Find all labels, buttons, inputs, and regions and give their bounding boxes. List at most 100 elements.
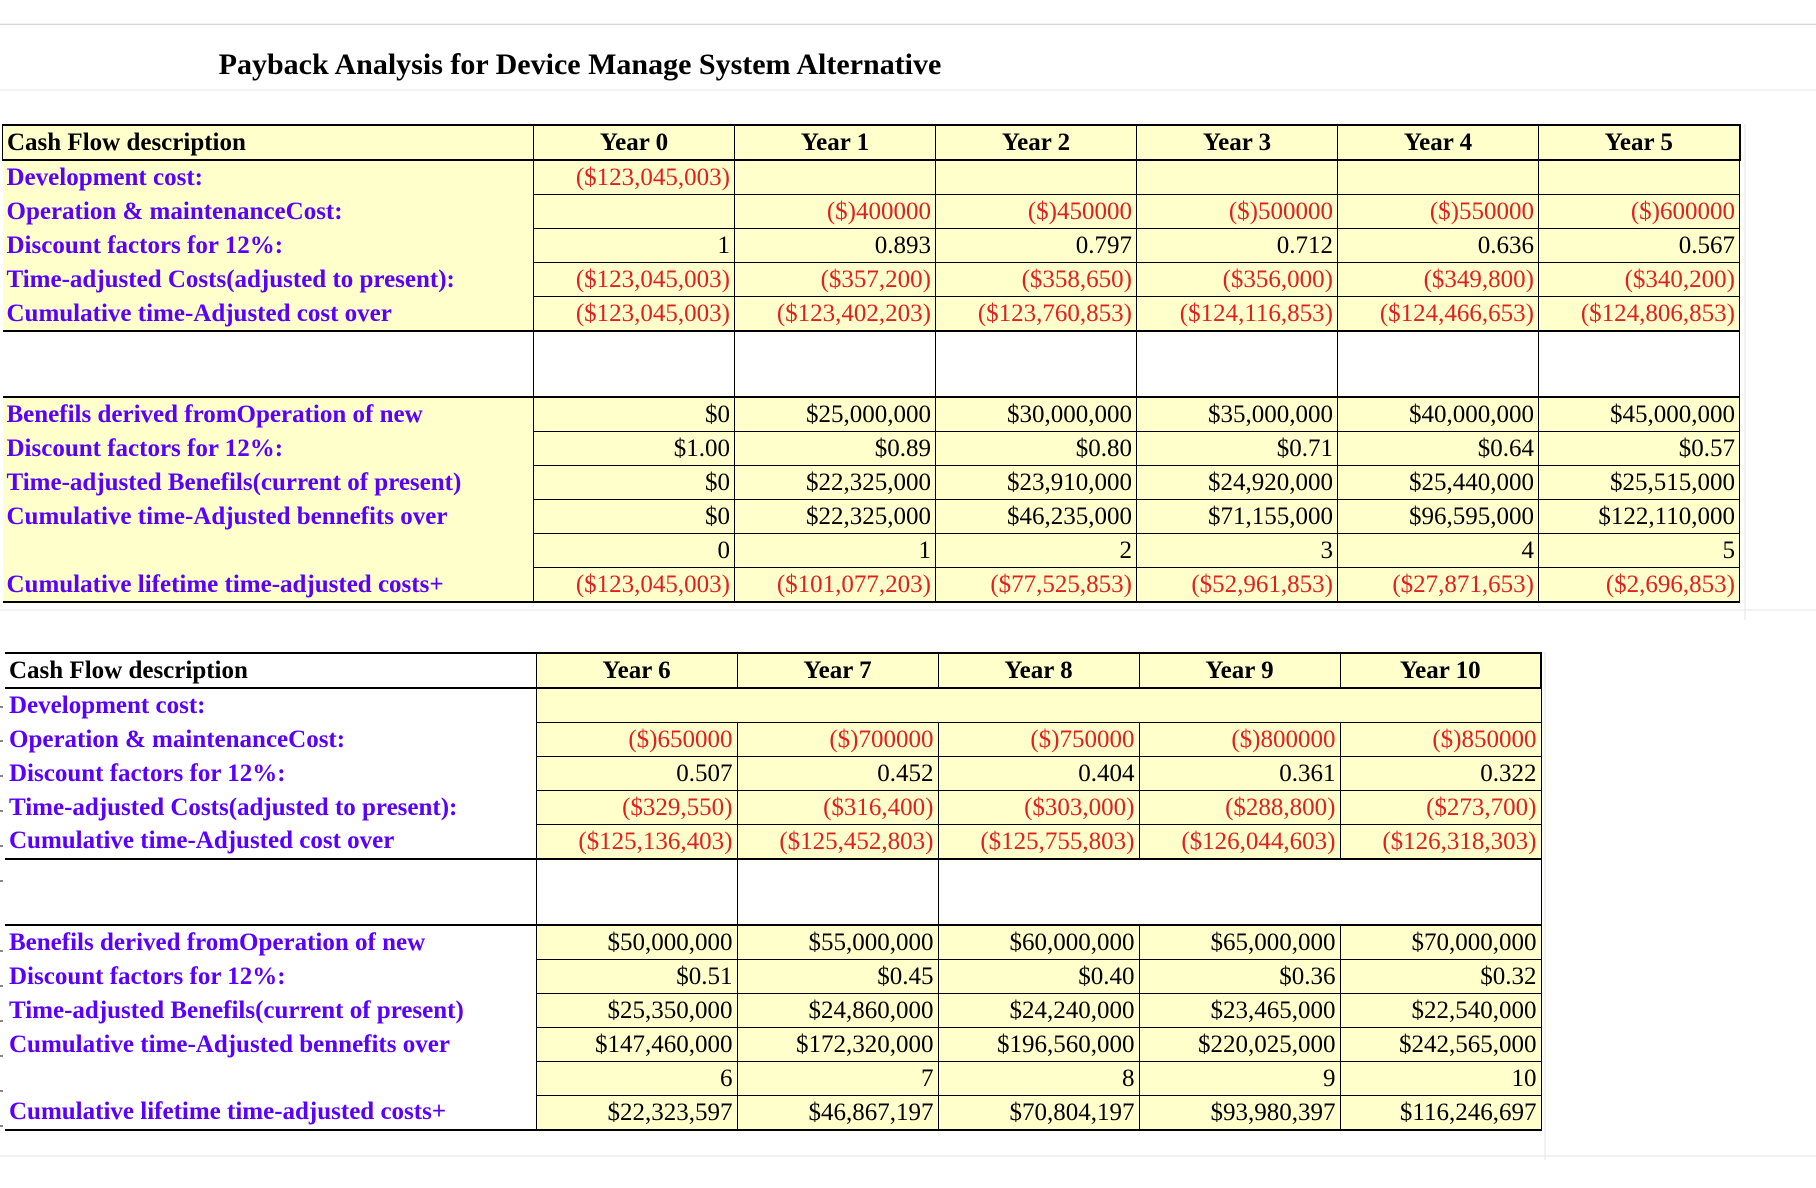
table-cell[interactable]: $40,000,000 <box>1337 396 1539 432</box>
table-cell[interactable]: ($101,077,203) <box>734 567 936 603</box>
table-cell[interactable]: $24,240,000 <box>937 992 1140 1028</box>
table-cell[interactable]: ($77,525,853) <box>935 567 1137 603</box>
table-cell[interactable]: $71,155,000 <box>1136 499 1338 534</box>
table-cell[interactable] <box>535 858 738 925</box>
table-cell[interactable]: 6 <box>535 1060 738 1096</box>
table-cell[interactable]: $0 <box>533 499 735 534</box>
table-cell[interactable] <box>1337 330 1539 398</box>
table-cell[interactable]: $25,000,000 <box>734 396 936 432</box>
table-cell[interactable]: ($288,800) <box>1138 789 1341 825</box>
table-cell[interactable]: $70,000,000 <box>1339 923 1542 960</box>
table-cell[interactable]: ($)850000 <box>1339 721 1542 757</box>
table-cell[interactable]: ($356,000) <box>1136 262 1338 297</box>
table-cell[interactable]: $65,000,000 <box>1138 923 1341 960</box>
table-cell[interactable] <box>1139 858 1340 925</box>
table-cell[interactable]: $22,323,597 <box>535 1094 738 1131</box>
table-cell[interactable] <box>1340 858 1542 925</box>
table-cell[interactable]: $0.71 <box>1136 431 1338 466</box>
table-cell[interactable]: ($125,136,403) <box>535 823 738 860</box>
table-cell[interactable]: $0.80 <box>935 431 1137 466</box>
table-cell[interactable]: ($)600000 <box>1538 194 1740 229</box>
table-cell[interactable] <box>935 159 1137 195</box>
table-cell[interactable]: $196,560,000 <box>937 1026 1140 1062</box>
table-cell[interactable]: ($123,045,003) <box>533 296 735 332</box>
table-cell[interactable]: 1 <box>533 228 735 263</box>
table-cell[interactable]: $22,325,000 <box>734 499 936 534</box>
table-cell[interactable]: ($124,466,653) <box>1337 296 1539 332</box>
table-cell[interactable]: $220,025,000 <box>1138 1026 1341 1062</box>
table-cell[interactable]: $22,540,000 <box>1339 992 1542 1028</box>
table-cell[interactable]: 0.636 <box>1337 228 1539 263</box>
table-cell[interactable] <box>533 330 735 398</box>
table-cell[interactable]: $50,000,000 <box>535 923 738 960</box>
table-cell[interactable]: ($)800000 <box>1138 721 1341 757</box>
table-cell[interactable]: $22,325,000 <box>734 465 936 500</box>
table-cell[interactable]: $242,565,000 <box>1339 1026 1542 1062</box>
table-cell[interactable]: $122,110,000 <box>1538 499 1740 534</box>
table-cell[interactable]: ($125,755,803) <box>937 823 1140 860</box>
table-cell[interactable]: $0.40 <box>937 958 1140 994</box>
table-cell[interactable]: $25,515,000 <box>1538 465 1740 500</box>
table-cell[interactable] <box>1340 687 1542 723</box>
table-cell[interactable]: $0.64 <box>1337 431 1539 466</box>
table-cell[interactable]: 10 <box>1339 1060 1542 1096</box>
table-cell[interactable]: 0.507 <box>535 755 738 791</box>
table-cell[interactable]: 2 <box>935 533 1137 568</box>
table-cell[interactable] <box>737 687 938 723</box>
table-cell[interactable]: $0.51 <box>535 958 738 994</box>
table-cell[interactable] <box>1136 159 1338 195</box>
table-cell[interactable]: ($358,650) <box>935 262 1137 297</box>
table-cell[interactable]: 0.452 <box>736 755 939 791</box>
table-cell[interactable]: $55,000,000 <box>736 923 939 960</box>
table-cell[interactable]: 3 <box>1136 533 1338 568</box>
table-cell[interactable]: ($52,961,853) <box>1136 567 1338 603</box>
table-cell[interactable]: ($273,700) <box>1339 789 1542 825</box>
table-cell[interactable]: ($)400000 <box>734 194 936 229</box>
table-cell[interactable] <box>535 687 737 723</box>
table-cell[interactable]: ($126,318,303) <box>1339 823 1542 860</box>
table-cell[interactable]: 9 <box>1138 1060 1341 1096</box>
table-cell[interactable]: ($125,452,803) <box>736 823 939 860</box>
table-cell[interactable]: 0.567 <box>1538 228 1740 263</box>
table-cell[interactable]: ($357,200) <box>734 262 936 297</box>
table-cell[interactable]: $172,320,000 <box>736 1026 939 1062</box>
table-cell[interactable]: $96,595,000 <box>1337 499 1539 534</box>
table-cell[interactable] <box>734 330 936 398</box>
table-cell[interactable]: ($126,044,603) <box>1138 823 1341 860</box>
table-cell[interactable]: $0.36 <box>1138 958 1341 994</box>
table-cell[interactable]: $46,867,197 <box>736 1094 939 1131</box>
table-cell[interactable] <box>1538 159 1740 195</box>
table-cell[interactable]: $116,246,697 <box>1339 1094 1542 1131</box>
table-cell[interactable] <box>1139 687 1340 723</box>
table-cell[interactable]: 8 <box>937 1060 1140 1096</box>
table-cell[interactable] <box>533 194 735 229</box>
table-cell[interactable]: 5 <box>1538 533 1740 568</box>
table-cell[interactable] <box>1337 159 1539 195</box>
table-cell[interactable] <box>1136 330 1338 398</box>
table-cell[interactable]: $24,860,000 <box>736 992 939 1028</box>
table-cell[interactable]: ($)500000 <box>1136 194 1338 229</box>
table-cell[interactable]: 0.361 <box>1138 755 1341 791</box>
table-cell[interactable]: $25,440,000 <box>1337 465 1539 500</box>
table-cell[interactable]: 0.712 <box>1136 228 1338 263</box>
table-cell[interactable]: $60,000,000 <box>937 923 1140 960</box>
table-cell[interactable] <box>1538 330 1740 398</box>
table-cell[interactable] <box>938 687 1139 723</box>
table-cell[interactable]: $35,000,000 <box>1136 396 1338 432</box>
table-cell[interactable]: ($123,045,003) <box>533 262 735 297</box>
table-cell[interactable]: ($)750000 <box>937 721 1140 757</box>
table-cell[interactable]: ($2,696,853) <box>1538 567 1740 603</box>
table-cell[interactable]: $30,000,000 <box>935 396 1137 432</box>
table-cell[interactable]: 7 <box>736 1060 939 1096</box>
table-cell[interactable]: 0.797 <box>935 228 1137 263</box>
table-cell[interactable]: $25,350,000 <box>535 992 738 1028</box>
table-cell[interactable]: $0 <box>533 465 735 500</box>
table-cell[interactable] <box>935 330 1137 398</box>
table-cell[interactable]: $0 <box>533 396 735 432</box>
table-cell[interactable]: ($27,871,653) <box>1337 567 1539 603</box>
table-cell[interactable]: ($)700000 <box>736 721 939 757</box>
table-cell[interactable]: ($123,045,003) <box>533 567 735 603</box>
table-cell[interactable]: $70,804,197 <box>937 1094 1140 1131</box>
table-cell[interactable]: ($)550000 <box>1337 194 1539 229</box>
table-cell[interactable]: $46,235,000 <box>935 499 1137 534</box>
